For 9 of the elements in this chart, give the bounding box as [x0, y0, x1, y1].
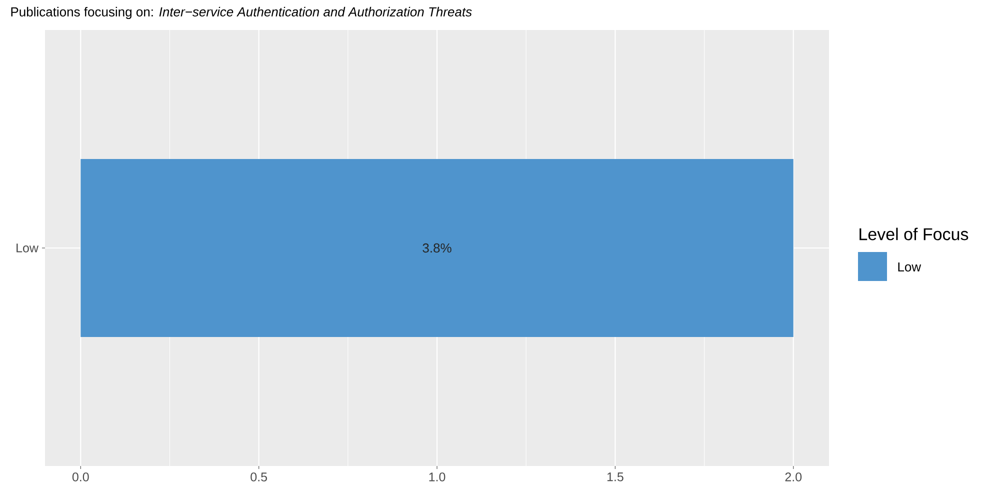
x-tick-label: 1.0 — [429, 472, 446, 482]
x-tick-label: 2.0 — [785, 472, 802, 482]
chart-title: Publications focusing on: Inter−service Authentication and Authorization Threats — [11, 6, 472, 20]
legend-label: Low — [898, 262, 922, 272]
annotation: 3.8% — [422, 243, 452, 253]
legend-title: Level of Focus — [860, 228, 968, 240]
x-tick-label: 1.5 — [607, 472, 624, 482]
x-tick-label: 0.0 — [72, 472, 89, 482]
x-tick-label: 0.5 — [250, 472, 267, 482]
